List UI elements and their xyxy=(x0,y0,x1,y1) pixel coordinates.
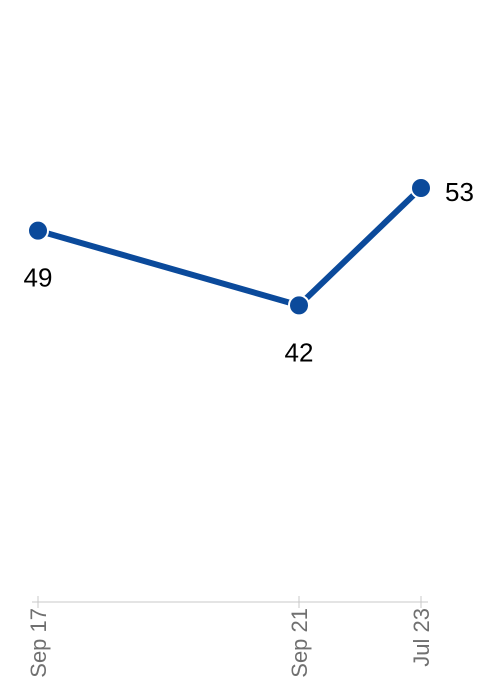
data-point[interactable] xyxy=(410,177,432,199)
data-point[interactable] xyxy=(27,219,49,242)
data-point[interactable] xyxy=(288,294,310,317)
series-line xyxy=(35,185,424,309)
x-tick-label: Sep 17 xyxy=(26,608,51,678)
data-label: 53 xyxy=(445,177,474,207)
x-tick-label: Jul 23 xyxy=(409,608,434,667)
data-label: 49 xyxy=(24,263,53,293)
x-tick-label: Sep 21 xyxy=(287,608,312,678)
data-label: 42 xyxy=(285,337,314,367)
